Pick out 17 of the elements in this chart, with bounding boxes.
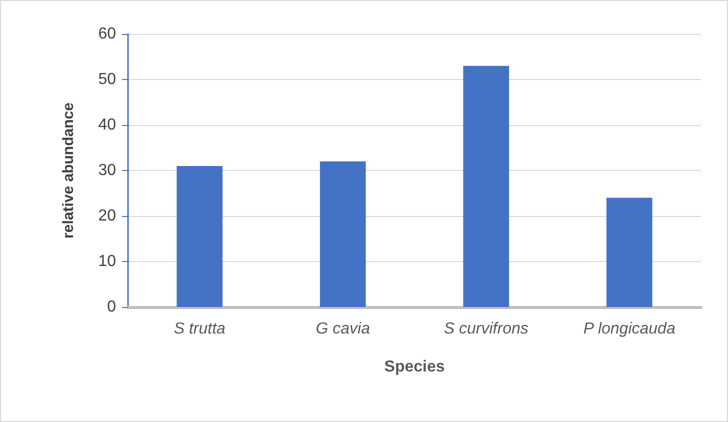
bar: [176, 166, 223, 307]
x-axis-title: Species: [384, 358, 445, 376]
y-tick-label: 10: [98, 253, 116, 270]
bar: [320, 161, 366, 307]
x-tick-label: S trutta: [174, 320, 226, 338]
y-tick-label: 50: [98, 71, 116, 88]
y-axis-title: relative abundance: [60, 102, 77, 238]
x-tick-label: G cavia: [316, 320, 370, 338]
bar: [463, 66, 510, 307]
x-tick-label: P longicauda: [583, 320, 676, 338]
bar: [606, 198, 652, 307]
y-tick-label: 20: [98, 208, 116, 224]
y-tick-label: 60: [98, 26, 116, 42]
x-tick-label: S curvifrons: [444, 320, 528, 338]
y-tick-label: 40: [98, 116, 116, 134]
y-tick-label: 30: [98, 162, 116, 179]
y-tick-label: 0: [107, 298, 116, 316]
